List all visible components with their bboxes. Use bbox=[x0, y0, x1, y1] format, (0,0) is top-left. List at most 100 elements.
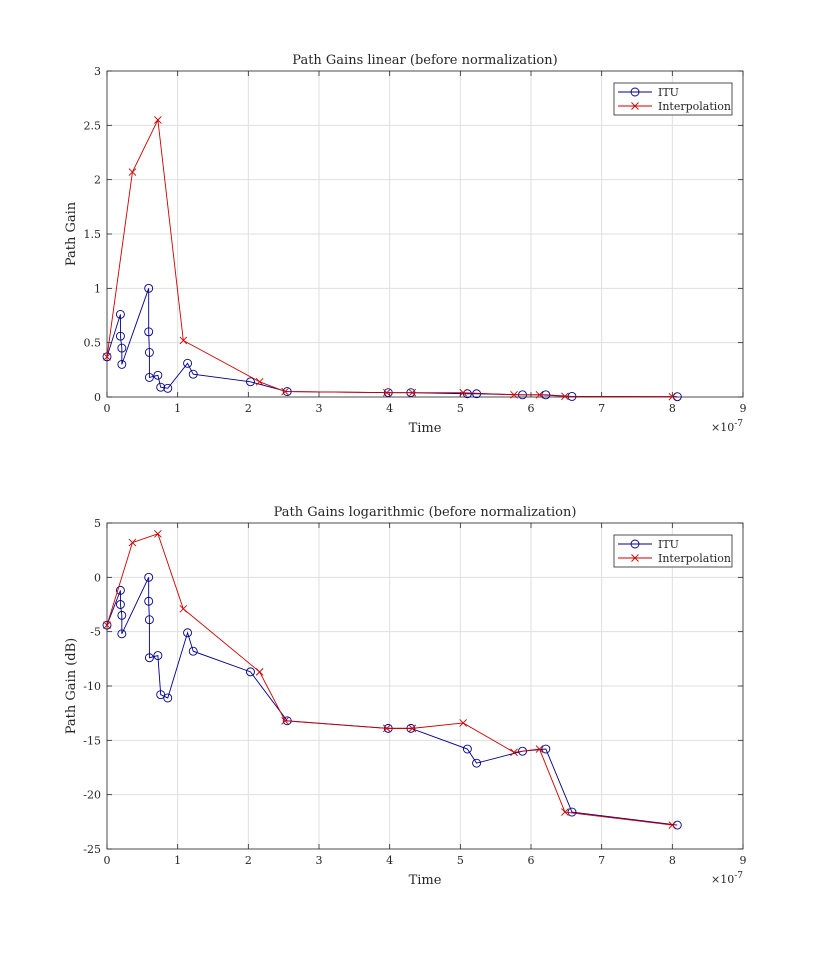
data-point bbox=[383, 388, 391, 397]
x-tick-label: 8 bbox=[669, 402, 676, 415]
x-tick-label: 1 bbox=[174, 402, 181, 415]
data-point bbox=[144, 372, 154, 382]
x-tick-label: 6 bbox=[528, 402, 535, 415]
data-point bbox=[163, 693, 173, 703]
x-tick-label: 5 bbox=[457, 854, 464, 867]
x-exponent-power: -7 bbox=[734, 871, 743, 881]
data-point bbox=[510, 748, 518, 757]
data-point bbox=[115, 600, 125, 609]
data-point bbox=[156, 382, 166, 392]
x-tick-label: 6 bbox=[528, 854, 535, 867]
data-point bbox=[153, 370, 163, 380]
x-exponent-power: -7 bbox=[734, 419, 743, 429]
x-exponent-base: ×10 bbox=[711, 421, 734, 434]
chart-1: 0 1 2 3 4 5 6 7 8 9 -25 -20 -15 -10 -5 0 5 ×10-7 Path Gain… bbox=[64, 505, 747, 888]
data-point bbox=[459, 388, 467, 397]
data-point bbox=[102, 620, 112, 630]
chart-title: Path Gains logarithmic (before normaliza… bbox=[274, 505, 577, 520]
data-point bbox=[144, 653, 154, 663]
legend-swatch-marker bbox=[630, 539, 640, 549]
x-axis-label: Time bbox=[409, 873, 442, 888]
x-tick-label: 7 bbox=[598, 402, 605, 415]
data-point bbox=[115, 309, 125, 319]
data-point bbox=[561, 392, 569, 401]
chart-title: Path Gains linear (before normalization) bbox=[292, 53, 557, 68]
data-point bbox=[144, 327, 154, 337]
data-point bbox=[153, 651, 163, 661]
data-point bbox=[188, 369, 198, 379]
data-point bbox=[668, 392, 677, 401]
data-point bbox=[535, 391, 544, 399]
x-tick-label: 2 bbox=[245, 402, 252, 415]
data-point bbox=[672, 820, 682, 830]
data-point bbox=[246, 667, 255, 677]
data-point bbox=[183, 358, 193, 368]
x-tick-label: 4 bbox=[386, 854, 393, 867]
y-tick-label: -10 bbox=[83, 680, 101, 693]
x-tick-label: 7 bbox=[598, 854, 605, 867]
y-tick-label: 2.5 bbox=[84, 119, 102, 132]
data-point bbox=[117, 343, 127, 353]
legend-label: Interpolation bbox=[658, 552, 731, 565]
y-tick-label: -20 bbox=[83, 789, 101, 802]
y-tick-label: 2 bbox=[94, 174, 101, 187]
x-tick-label: 4 bbox=[386, 402, 393, 415]
legend-label: Interpolation bbox=[658, 100, 731, 113]
data-point bbox=[156, 690, 166, 700]
x-tick-label: 0 bbox=[104, 854, 111, 867]
data-point bbox=[255, 668, 264, 676]
x-axis-label: Time bbox=[409, 421, 442, 436]
x-exponent-label: ×10-7 bbox=[711, 871, 743, 886]
y-tick-label: 5 bbox=[94, 517, 101, 530]
series-interpolation bbox=[103, 116, 677, 401]
data-point bbox=[462, 389, 472, 399]
data-point bbox=[144, 572, 154, 582]
y-tick-label: -5 bbox=[90, 626, 101, 639]
data-point bbox=[183, 628, 193, 638]
x-tick-label: 9 bbox=[740, 402, 747, 415]
x-tick-label: 8 bbox=[669, 854, 676, 867]
x-tick-label: 5 bbox=[457, 402, 464, 415]
data-point bbox=[281, 387, 289, 396]
data-point bbox=[144, 596, 154, 606]
data-point bbox=[117, 629, 127, 639]
data-point bbox=[668, 821, 677, 829]
y-tick-label: 0 bbox=[94, 391, 101, 404]
data-point bbox=[115, 331, 125, 341]
data-point bbox=[128, 168, 137, 176]
data-point bbox=[541, 744, 551, 754]
data-point bbox=[103, 352, 111, 361]
x-exponent-label: ×10-7 bbox=[711, 419, 743, 434]
data-point bbox=[179, 605, 188, 613]
data-point bbox=[179, 336, 188, 345]
data-point bbox=[144, 615, 154, 625]
data-point bbox=[472, 758, 482, 768]
legend-label: ITU bbox=[658, 538, 679, 551]
y-tick-label: 0 bbox=[94, 571, 101, 584]
x-tick-label: 3 bbox=[316, 854, 323, 867]
legend-swatch-marker bbox=[631, 102, 639, 110]
y-tick-label: 3 bbox=[94, 65, 101, 78]
data-point bbox=[408, 724, 417, 733]
data-point bbox=[282, 716, 292, 726]
x-tick-label: 1 bbox=[174, 854, 181, 867]
data-point bbox=[281, 716, 289, 725]
data-point bbox=[154, 530, 162, 538]
data-point bbox=[462, 744, 472, 754]
series-interpolation bbox=[103, 530, 677, 829]
data-point bbox=[144, 283, 154, 293]
x-tick-label: 9 bbox=[740, 854, 747, 867]
data-point bbox=[117, 359, 127, 369]
data-point bbox=[115, 585, 125, 595]
series-line bbox=[106, 577, 678, 826]
data-point bbox=[518, 746, 527, 756]
x-tick-label: 0 bbox=[104, 402, 111, 415]
data-point bbox=[163, 383, 173, 393]
x-tick-label: 3 bbox=[316, 402, 323, 415]
y-axis-label: Path Gain (dB) bbox=[64, 638, 79, 734]
series-itu bbox=[102, 572, 682, 830]
data-point bbox=[510, 391, 518, 399]
chart-0: 0 1 2 3 4 5 6 7 8 9 0 0.5 1 1.5 2 2.5 3 ×10-7 Path Gains l… bbox=[64, 53, 747, 436]
